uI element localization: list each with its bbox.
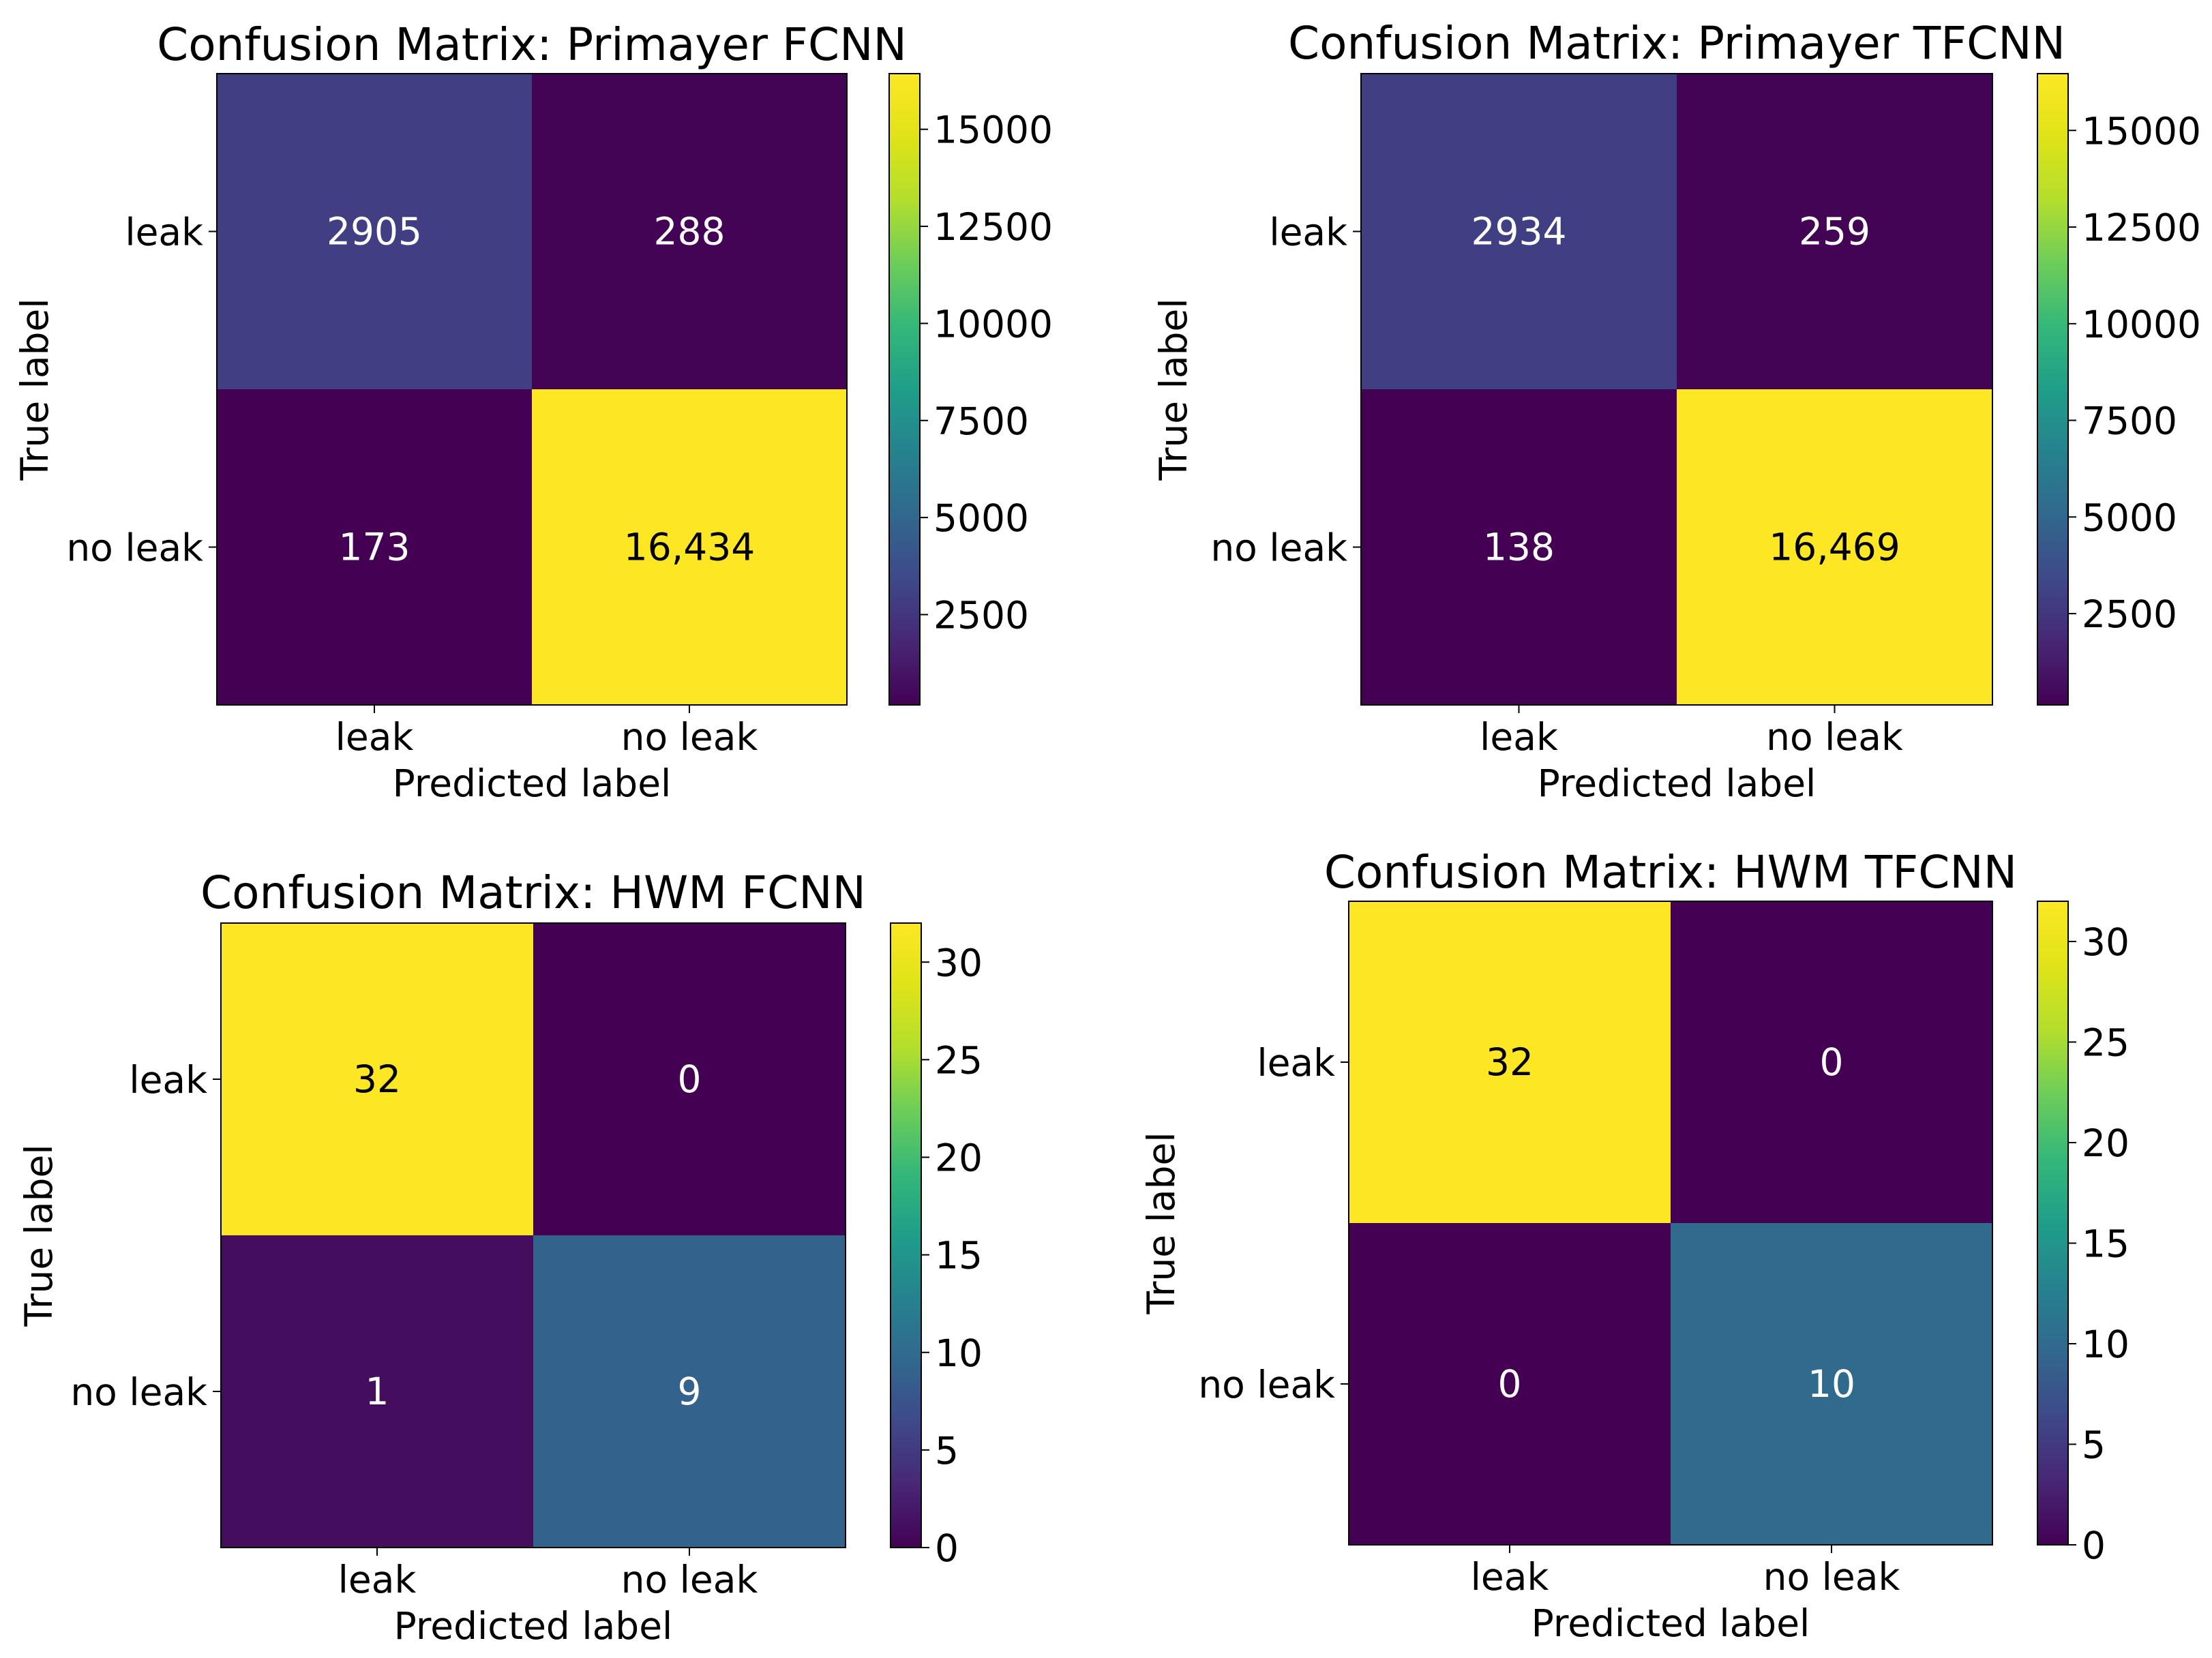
- y-tick-label: no leak: [66, 526, 203, 570]
- y-axis-label: True label: [13, 298, 57, 481]
- matrix-cell: [217, 389, 532, 705]
- y-axis-label: True label: [1139, 1132, 1183, 1314]
- cell-value-label: 32: [353, 1057, 401, 1101]
- cell-value-label: 9: [678, 1370, 702, 1413]
- colorbar-tick-label: 5: [935, 1429, 959, 1473]
- cell-value-label: 16,469: [1769, 526, 1900, 569]
- y-tick-label: leak: [1269, 211, 1347, 254]
- cell-value-label: 173: [339, 526, 410, 569]
- cell-value-label: 0: [1820, 1040, 1844, 1084]
- y-tick-label: leak: [1257, 1041, 1335, 1085]
- matrix-frame: [1360, 73, 1993, 706]
- cell-value-label: 16,434: [624, 526, 755, 569]
- matrix-cell: [532, 389, 847, 705]
- chart-title: Confusion Matrix: HWM FCNN: [200, 866, 866, 919]
- colorbar-tick-label: 2500: [933, 593, 1029, 637]
- cell-value-label: 259: [1799, 210, 1870, 254]
- chart-title: Confusion Matrix: Primayer FCNN: [157, 18, 907, 71]
- matrix-cell: [1349, 1223, 1671, 1545]
- x-tick-label: leak: [338, 1558, 417, 1601]
- x-axis-label: Predicted label: [393, 762, 672, 805]
- colorbar-tick-label: 12500: [2082, 206, 2201, 250]
- matrix-cell: [1677, 74, 1992, 389]
- cell-value-label: 10: [1808, 1362, 1855, 1406]
- matrix-frame: [220, 922, 846, 1548]
- colorbar-tick-label: 20: [935, 1136, 983, 1180]
- x-axis-label: Predicted label: [1538, 762, 1817, 805]
- colorbar: [890, 922, 922, 1548]
- x-axis-label: Predicted label: [1531, 1601, 1810, 1645]
- colorbar-tick-label: 12500: [933, 205, 1053, 249]
- colorbar-tick-label: 10000: [2082, 303, 2201, 346]
- matrix-frame: [216, 73, 848, 706]
- cell-value-label: 2905: [327, 210, 422, 254]
- matrix-cell: [1671, 901, 1992, 1223]
- colorbar: [2037, 901, 2069, 1546]
- colorbar-tick-label: 0: [935, 1526, 959, 1570]
- colorbar-tick-label: 15: [935, 1234, 983, 1278]
- colorbar-tick-label: 15: [2082, 1222, 2129, 1266]
- y-axis-label: True label: [17, 1144, 61, 1327]
- chart-title: Confusion Matrix: HWM TFCNN: [1324, 846, 2017, 899]
- colorbar: [888, 73, 921, 706]
- colorbar-tick-label: 7500: [2082, 400, 2177, 443]
- colorbar-tick-label: 30: [935, 941, 983, 984]
- x-tick-label: no leak: [621, 1558, 758, 1601]
- matrix-cell: [217, 74, 532, 389]
- matrix-cell: [533, 1235, 846, 1548]
- y-tick-label: leak: [129, 1058, 207, 1102]
- colorbar-tick-label: 25: [2082, 1021, 2129, 1065]
- cell-value-label: 32: [1486, 1040, 1534, 1084]
- matrix-cell: [1671, 1223, 1992, 1545]
- matrix-cell: [1361, 389, 1677, 705]
- x-axis-label: Predicted label: [394, 1604, 673, 1648]
- cell-value-label: 0: [1498, 1362, 1522, 1406]
- colorbar-tick-label: 20: [2082, 1121, 2129, 1165]
- y-tick-label: no leak: [70, 1370, 207, 1414]
- colorbar-tick-label: 0: [2082, 1524, 2106, 1567]
- colorbar: [2037, 73, 2069, 706]
- x-tick-label: leak: [335, 715, 414, 759]
- colorbar-tick-label: 15000: [2082, 109, 2201, 153]
- matrix-cell: [221, 923, 533, 1235]
- colorbar-tick-label: 2500: [2082, 592, 2177, 636]
- colorbar-tick-label: 10000: [933, 302, 1053, 346]
- matrix-frame: [1348, 901, 1993, 1546]
- y-tick-label: no leak: [1210, 526, 1347, 570]
- cell-value-label: 138: [1483, 526, 1555, 569]
- matrix-cell: [533, 923, 846, 1235]
- colorbar-tick-label: 5000: [933, 496, 1029, 540]
- matrix-cell: [1677, 389, 1992, 705]
- colorbar-tick-label: 7500: [933, 400, 1029, 443]
- chart-title: Confusion Matrix: Primayer TFCNN: [1288, 17, 2065, 70]
- colorbar-tick-label: 30: [2082, 920, 2129, 964]
- matrix-cell: [532, 74, 847, 389]
- colorbar-tick-label: 10: [935, 1331, 983, 1375]
- x-tick-label: no leak: [621, 715, 758, 759]
- x-tick-label: leak: [1471, 1555, 1549, 1599]
- cell-value-label: 2934: [1471, 210, 1567, 254]
- y-tick-label: leak: [125, 211, 203, 254]
- x-tick-label: leak: [1480, 715, 1558, 759]
- colorbar-tick-label: 5000: [2082, 496, 2177, 539]
- y-tick-label: no leak: [1198, 1363, 1335, 1406]
- colorbar-tick-label: 5: [2082, 1423, 2106, 1467]
- cell-value-label: 288: [654, 210, 726, 254]
- y-axis-label: True label: [1152, 298, 1195, 481]
- x-tick-label: no leak: [1766, 715, 1903, 759]
- matrix-cell: [1349, 901, 1671, 1223]
- x-tick-label: no leak: [1763, 1555, 1900, 1599]
- matrix-cell: [1361, 74, 1677, 389]
- colorbar-tick-label: 25: [935, 1038, 983, 1082]
- cell-value-label: 0: [678, 1057, 702, 1101]
- cell-value-label: 1: [365, 1370, 389, 1413]
- matrix-cell: [221, 1235, 533, 1548]
- colorbar-tick-label: 10: [2082, 1323, 2129, 1366]
- colorbar-tick-label: 15000: [933, 108, 1053, 152]
